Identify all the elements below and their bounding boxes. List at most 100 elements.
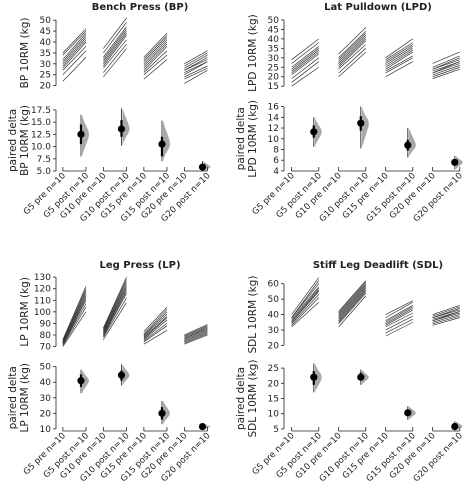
paired-slope-line <box>184 50 208 65</box>
bottom-y-axis-label-line1: paired delta <box>7 366 19 429</box>
top-y-tick-label: 120 <box>34 285 51 295</box>
bottom-y-tick-label: 10 <box>268 410 280 420</box>
paired-slope-line <box>62 50 87 75</box>
paired-slope-line <box>432 317 460 326</box>
paired-slope-line <box>103 283 127 332</box>
delta-distribution <box>81 114 89 157</box>
top-y-tick-label: 15 <box>268 82 279 92</box>
bottom-y-tick-label: 10.0 <box>31 143 51 153</box>
paired-slope-line <box>385 321 413 337</box>
paired-slope-line <box>291 51 319 74</box>
top-y-tick-label: 40 <box>40 38 52 48</box>
paired-slope-line <box>143 35 168 60</box>
paired-slope-line <box>338 280 367 312</box>
paired-slope-line <box>385 55 413 72</box>
paired-slope-line <box>103 30 127 62</box>
bottom-y-axis-label-line1: paired delta <box>235 107 247 170</box>
paired-slope-line <box>143 311 168 336</box>
paired-slope-line <box>385 46 413 64</box>
top-y-tick-label: 60 <box>268 280 280 290</box>
bottom-y-axis-label-line1: paired delta <box>235 367 247 430</box>
paired-slope-line <box>62 46 87 71</box>
paired-slope-line <box>432 57 460 70</box>
top-y-tick-label: 50 <box>40 16 52 26</box>
bottom-y-tick-label: 14 <box>268 113 280 123</box>
paired-slope-line <box>338 34 367 62</box>
paired-slope-line <box>103 33 127 65</box>
delta-distribution <box>314 363 322 393</box>
top-y-tick-label: 40 <box>268 35 280 45</box>
paired-slope-line <box>184 332 208 343</box>
top-y-tick-label: 30 <box>268 54 280 64</box>
paired-slope-line <box>432 304 460 315</box>
bottom-y-axis-label-line2: BP 10RM (kg) <box>19 105 31 176</box>
bottom-y-tick-label: 16 <box>268 103 280 113</box>
delta-distribution <box>162 120 170 162</box>
paired-slope-line <box>432 51 460 64</box>
top-y-axis-label: LPD 10RM (kg) <box>247 14 259 92</box>
delta-distribution <box>455 155 463 170</box>
paired-slope-line <box>103 17 127 49</box>
paired-slope-line <box>338 36 367 64</box>
paired-slope-line <box>385 42 413 60</box>
delta-mean-point <box>310 373 318 381</box>
paired-slope-line <box>62 290 87 343</box>
paired-slope-line <box>184 67 208 80</box>
paired-slope-line <box>291 297 320 326</box>
paired-slope-line <box>385 300 413 315</box>
paired-slope-line <box>143 46 168 71</box>
top-y-tick-label: 35 <box>268 44 279 54</box>
paired-slope-line <box>62 286 87 340</box>
bottom-y-tick-label: 6 <box>273 156 279 166</box>
paired-slope-line <box>338 283 367 315</box>
paired-slope-line <box>385 309 413 326</box>
paired-slope-line <box>291 49 319 72</box>
paired-slope-line <box>432 314 460 323</box>
paired-slope-line <box>291 277 320 315</box>
bottom-y-tick-label: 12 <box>268 124 279 134</box>
paired-slope-line <box>62 288 87 341</box>
paired-slope-line <box>184 331 208 342</box>
paired-slope-line <box>432 311 460 320</box>
bottom-y-tick-label: 15.0 <box>31 118 51 128</box>
paired-slope-line <box>143 33 168 58</box>
paired-slope-line <box>103 293 127 337</box>
paired-slope-line <box>143 50 168 73</box>
x-tick-label: G20 post n=10 <box>412 431 465 484</box>
paired-slope-line <box>103 277 127 329</box>
paired-slope-line <box>338 291 367 323</box>
top-y-tick-label: 110 <box>34 296 51 306</box>
paired-slope-line <box>432 55 460 68</box>
paired-slope-line <box>103 28 127 60</box>
paired-slope-line <box>143 313 168 337</box>
paired-slope-line <box>143 41 168 67</box>
paired-slope-line <box>338 31 367 59</box>
bottom-y-tick-label: 7.5 <box>37 155 51 165</box>
paired-slope-line <box>143 39 168 65</box>
paired-slope-line <box>103 297 127 338</box>
bottom-y-axis-label-line2: LPD 10RM (kg) <box>247 100 259 178</box>
paired-slope-line <box>103 39 127 69</box>
paired-slope-line <box>338 48 367 74</box>
bottom-y-tick-label: 25 <box>268 364 279 374</box>
bottom-y-tick-label: 20 <box>40 409 52 419</box>
top-y-tick-label: 45 <box>40 27 51 37</box>
delta-mean-point <box>404 409 412 417</box>
top-y-tick-label: 80 <box>40 331 52 341</box>
delta-mean-point <box>198 163 207 171</box>
paired-slope-line <box>385 318 413 334</box>
paired-slope-line <box>62 57 87 82</box>
paired-slope-line <box>143 316 168 338</box>
bottom-y-tick-label: 20 <box>268 379 280 389</box>
top-y-tick-label: 35 <box>40 49 51 59</box>
paired-slope-line <box>385 61 413 78</box>
paired-slope-line <box>385 306 413 323</box>
delta-distribution <box>361 369 369 385</box>
delta-mean-point <box>404 141 412 149</box>
paired-slope-line <box>143 43 168 69</box>
paired-slope-line <box>143 325 168 343</box>
paired-slope-line <box>338 51 367 77</box>
paired-slope-line <box>62 295 87 344</box>
